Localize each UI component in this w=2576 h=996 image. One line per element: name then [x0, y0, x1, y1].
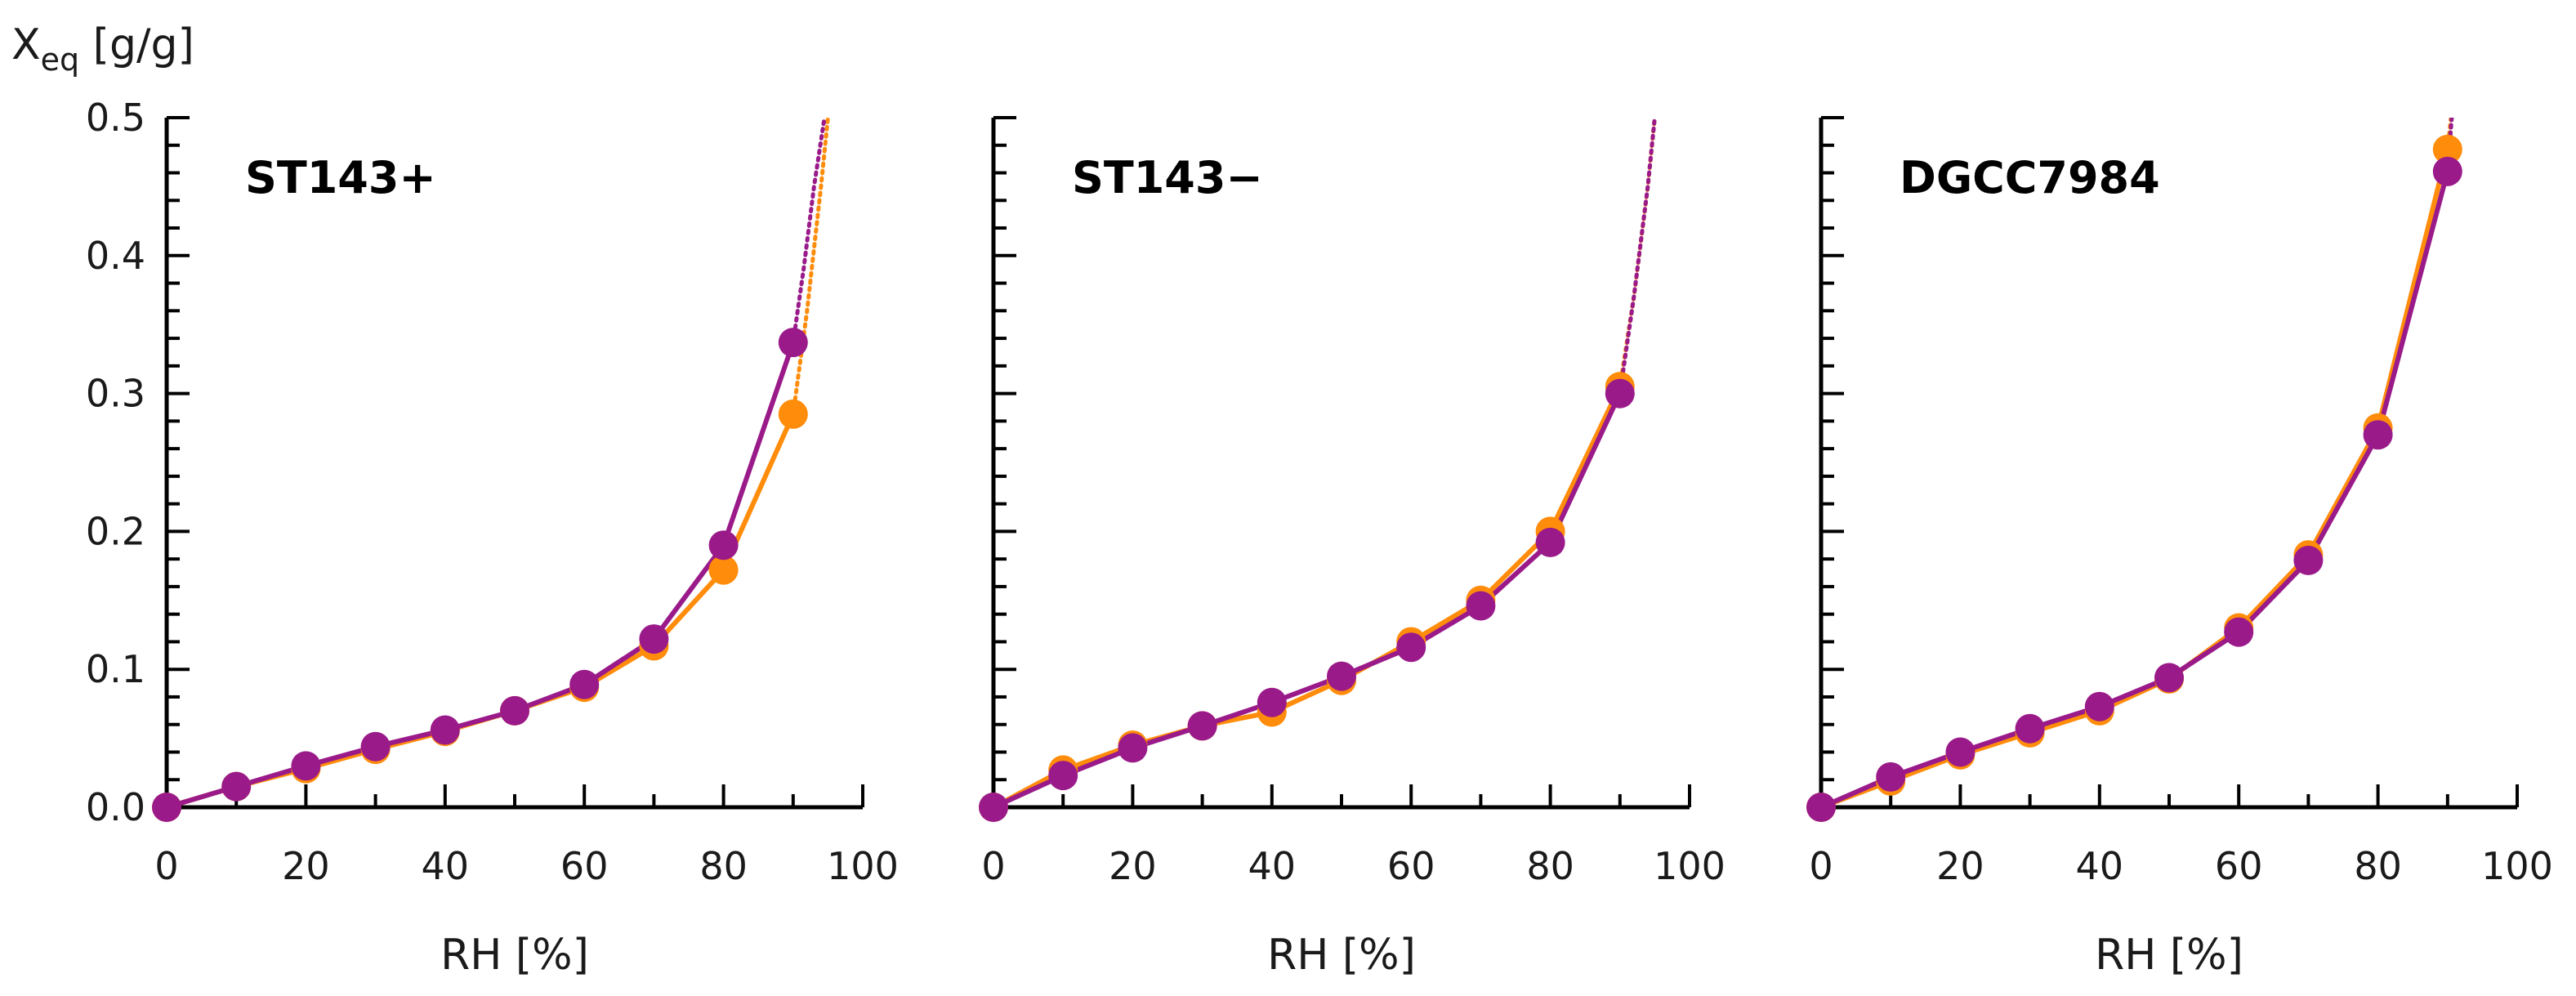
series-purple-point [2154, 663, 2184, 693]
series-purple-point [979, 793, 1008, 822]
x-tick-label: 100 [827, 844, 899, 888]
series-orange-line [992, 385, 1623, 810]
y-tick-label: 0.1 [86, 647, 145, 691]
panel-title: ST143+ [245, 152, 436, 203]
series-purple-point [1327, 661, 1356, 691]
series-purple-line [166, 342, 796, 810]
chart-panel-2: 0 20 40 60 80 100 RH [%] ST143− [979, 116, 1726, 980]
series-purple-point [1187, 711, 1217, 741]
series-orange-point [778, 399, 808, 429]
series-purple-point [2015, 713, 2045, 744]
x-tick-label: 80 [1526, 844, 1574, 888]
series-purple-line [1819, 171, 2450, 810]
x-tick-label: 80 [699, 844, 748, 888]
series-purple-point [569, 669, 600, 699]
series-purple-point [360, 731, 391, 762]
series-orange-extrapolation [791, 118, 830, 417]
y-axis-title-main: X [11, 20, 41, 69]
y-tick-label: 0.0 [86, 785, 145, 829]
x-tick-label: 60 [2215, 844, 2263, 888]
series-purple-point [639, 624, 669, 654]
x-tick-label: 100 [2481, 844, 2553, 888]
y-tick-label: 0.5 [86, 96, 145, 140]
series-purple-point [1535, 527, 1565, 557]
series-purple-point [1396, 632, 1426, 663]
y-tick-label: 0.4 [86, 234, 145, 278]
series-purple-point [708, 530, 739, 561]
x-axis-title: RH [%] [1267, 931, 1416, 980]
series-purple-point [500, 695, 529, 726]
chart-panel-1: 0.0 0.1 0.2 0.3 0.4 0.5 0 20 40 60 80 100 RH [%] ST14… [86, 96, 899, 980]
x-tick-label: 20 [1936, 844, 1984, 888]
y-tick-label: 0.2 [86, 509, 145, 553]
series-purple-point [1257, 687, 1287, 717]
series-purple-point [2224, 617, 2254, 647]
x-tick-label: 40 [422, 844, 470, 888]
x-tick-label: 100 [1654, 844, 1726, 888]
series-purple-point [1118, 733, 1148, 763]
x-tick-label: 60 [560, 844, 609, 888]
x-tick-label: 20 [282, 844, 330, 888]
x-tick-label: 0 [154, 844, 178, 888]
x-tick-label: 60 [1387, 844, 1435, 888]
series-purple-point [1945, 737, 1976, 767]
y-axis-title-sub: eq [41, 42, 80, 78]
series-purple-line [992, 392, 1623, 810]
panel-title: DGCC7984 [1900, 152, 2160, 203]
series-purple-point [1605, 378, 1635, 409]
y-axis-title: Xeq [g/g] [11, 20, 194, 78]
chart-panel-3: 0 20 40 60 80 100 RH [%] DGCC7984 [1806, 116, 2553, 980]
series-purple-point [1466, 591, 1496, 621]
series-purple-point [2363, 420, 2393, 450]
series-purple-point [2084, 691, 2114, 721]
series-purple-point [778, 328, 808, 358]
series-purple-point [152, 793, 181, 822]
x-tick-label: 0 [1809, 844, 1833, 888]
series-purple-point [430, 715, 460, 745]
series-purple-point [1806, 793, 1836, 822]
series-purple-point [1876, 762, 1906, 792]
series-purple-extrapolation [791, 118, 827, 345]
x-axis-title: RH [%] [2095, 931, 2243, 980]
x-tick-label: 40 [1248, 844, 1297, 888]
x-tick-label: 40 [2076, 844, 2124, 888]
x-tick-label: 80 [2354, 844, 2402, 888]
series-orange-line [166, 413, 796, 810]
y-tick-label: 0.3 [86, 372, 145, 416]
series-purple-point [291, 751, 321, 781]
series-orange-point [2432, 134, 2462, 164]
x-axis-title: RH [%] [440, 931, 589, 980]
series-orange-line [1819, 149, 2450, 810]
x-tick-label: 20 [1109, 844, 1157, 888]
series-orange-point [708, 555, 739, 585]
series-purple-extrapolation [1618, 118, 1657, 396]
series-purple-point [2432, 156, 2462, 186]
y-axis-title-unit: [g/g] [79, 20, 194, 69]
series-purple-point [1048, 761, 1078, 791]
series-purple-point [2293, 545, 2324, 575]
x-tick-label: 0 [981, 844, 1005, 888]
series-purple-point [221, 771, 252, 802]
panel-title: ST143− [1072, 152, 1263, 203]
